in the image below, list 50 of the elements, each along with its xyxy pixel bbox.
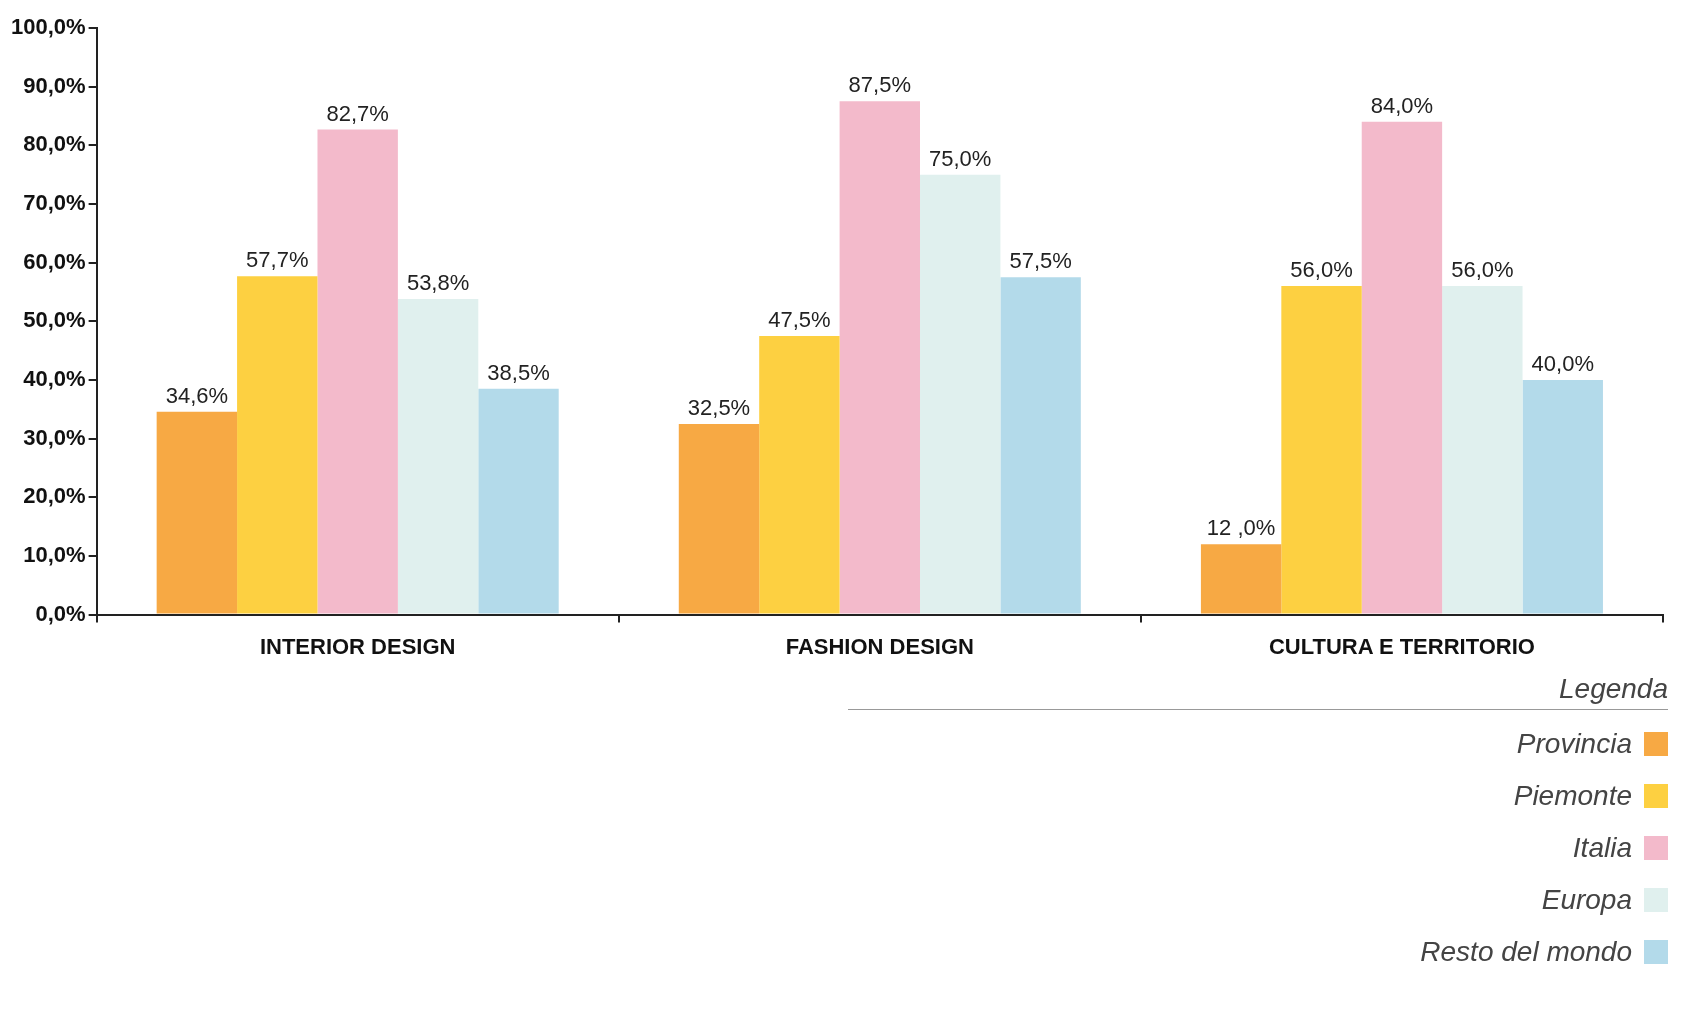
y-tick-label: 60,0% [23, 248, 86, 274]
legend-label: Italia [1572, 832, 1632, 864]
legend-label: Provincia [1516, 728, 1632, 760]
data-label: 12 ,0% [1206, 515, 1276, 541]
y-tick-label: 10,0% [23, 542, 86, 567]
bar [759, 335, 840, 614]
legend-label: Piemonte [1513, 780, 1632, 812]
bar [678, 423, 760, 614]
y-tick-label: 50,0% [23, 307, 86, 333]
data-label: 32,5% [687, 395, 751, 421]
y-tick-label: 0,0% [35, 600, 86, 626]
data-label: 57,7% [246, 247, 309, 273]
data-label: 56,0% [1451, 257, 1514, 283]
bar [156, 411, 238, 614]
bar [1200, 544, 1282, 614]
y-tick-label: 80,0% [23, 131, 86, 157]
data-label: 47,5% [768, 307, 831, 333]
data-label: 87,5% [848, 72, 911, 98]
bar [317, 129, 398, 614]
y-tick-label: 100,0% [10, 14, 86, 40]
data-label: 57,5% [1009, 248, 1072, 274]
bar [478, 388, 559, 614]
bar [839, 101, 921, 614]
data-label: 84,0% [1370, 92, 1434, 118]
y-tick-label: 70,0% [23, 190, 86, 216]
y-tick-label: 30,0% [23, 424, 86, 450]
bar [397, 299, 479, 614]
y-tick-label: 20,0% [23, 483, 86, 509]
data-label: 34,6% [165, 382, 229, 408]
bar [920, 174, 1001, 614]
legend-label: Europa [1541, 884, 1632, 916]
x-tick-label: CULTURA E TERRITORIO [1268, 633, 1535, 659]
x-tick-label: INTERIOR DESIGN [259, 633, 456, 659]
bar [1000, 277, 1081, 614]
bar [1442, 286, 1523, 614]
data-label: 53,8% [406, 270, 470, 296]
x-tick-label: FASHION DESIGN [785, 633, 974, 659]
bar [1361, 121, 1443, 614]
data-label: 75,0% [929, 145, 992, 171]
legend-title: Legenda [848, 673, 1668, 710]
y-tick-label: 90,0% [23, 72, 86, 98]
bar [237, 276, 318, 614]
bar [1281, 286, 1362, 614]
bar [1522, 379, 1603, 614]
data-label: 56,0% [1290, 257, 1353, 283]
y-tick-label: 40,0% [23, 366, 86, 392]
data-label: 40,0% [1531, 351, 1594, 377]
data-label: 82,7% [326, 100, 389, 126]
data-label: 38,5% [487, 359, 550, 385]
legend-label: Resto del mondo [1420, 936, 1632, 968]
